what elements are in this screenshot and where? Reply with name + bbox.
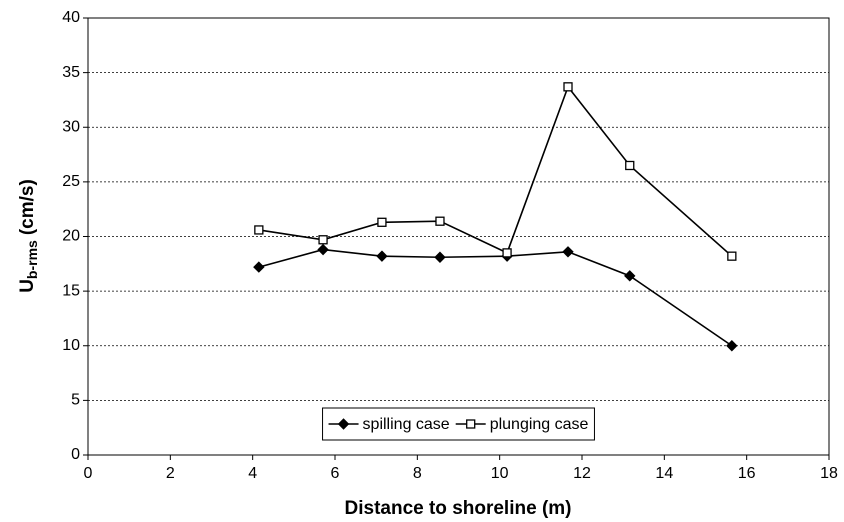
x-tick-label: 6 bbox=[331, 465, 340, 482]
y-tick-label: 10 bbox=[62, 337, 80, 354]
marker bbox=[337, 418, 350, 430]
marker bbox=[377, 217, 387, 227]
marker bbox=[376, 250, 388, 262]
marker bbox=[253, 261, 265, 273]
x-tick-label: 18 bbox=[820, 465, 838, 482]
marker bbox=[318, 235, 328, 245]
x-tick-label: 2 bbox=[166, 465, 175, 482]
legend-label: spilling case bbox=[363, 416, 450, 433]
y-tick-label: 20 bbox=[62, 228, 80, 245]
x-tick-label: 12 bbox=[573, 465, 591, 482]
y-tick-label: 30 bbox=[62, 118, 80, 135]
x-tick-label: 16 bbox=[738, 465, 756, 482]
marker bbox=[502, 248, 512, 258]
marker bbox=[466, 419, 476, 429]
y-tick-label: 40 bbox=[62, 9, 80, 26]
marker bbox=[726, 340, 738, 352]
y-tick-label: 0 bbox=[71, 446, 80, 463]
marker bbox=[727, 251, 737, 261]
marker bbox=[435, 216, 445, 226]
marker bbox=[317, 243, 329, 256]
legend-item: spilling case bbox=[328, 416, 450, 433]
y-axis-title-subscript: b-rms bbox=[24, 240, 40, 279]
x-tick-label: 4 bbox=[248, 465, 257, 482]
y-tick-label: 35 bbox=[62, 64, 80, 81]
x-tick-label: 8 bbox=[413, 465, 422, 482]
x-tick-label: 0 bbox=[84, 465, 93, 482]
marker bbox=[254, 225, 264, 235]
legend: spilling case plunging case bbox=[322, 407, 595, 441]
y-axis-title-main: U bbox=[17, 279, 38, 293]
marker bbox=[434, 251, 446, 263]
marker bbox=[562, 246, 574, 258]
y-tick-label: 15 bbox=[62, 282, 80, 299]
y-tick-label: 25 bbox=[62, 173, 80, 190]
marker bbox=[563, 82, 573, 92]
series-line bbox=[258, 85, 733, 257]
y-axis-title: Ub-rms (cm/s) bbox=[17, 179, 40, 293]
x-tick-label: 10 bbox=[491, 465, 509, 482]
y-axis-title-unit: (cm/s) bbox=[17, 179, 38, 235]
legend-label: plunging case bbox=[490, 416, 589, 433]
series-line bbox=[258, 248, 733, 347]
marker bbox=[624, 270, 636, 282]
x-axis-title: Distance to shoreline (m) bbox=[345, 498, 572, 519]
legend-item: plunging case bbox=[455, 416, 589, 433]
y-tick-label: 5 bbox=[71, 392, 80, 409]
marker bbox=[625, 160, 635, 171]
x-tick-label: 14 bbox=[655, 465, 673, 482]
